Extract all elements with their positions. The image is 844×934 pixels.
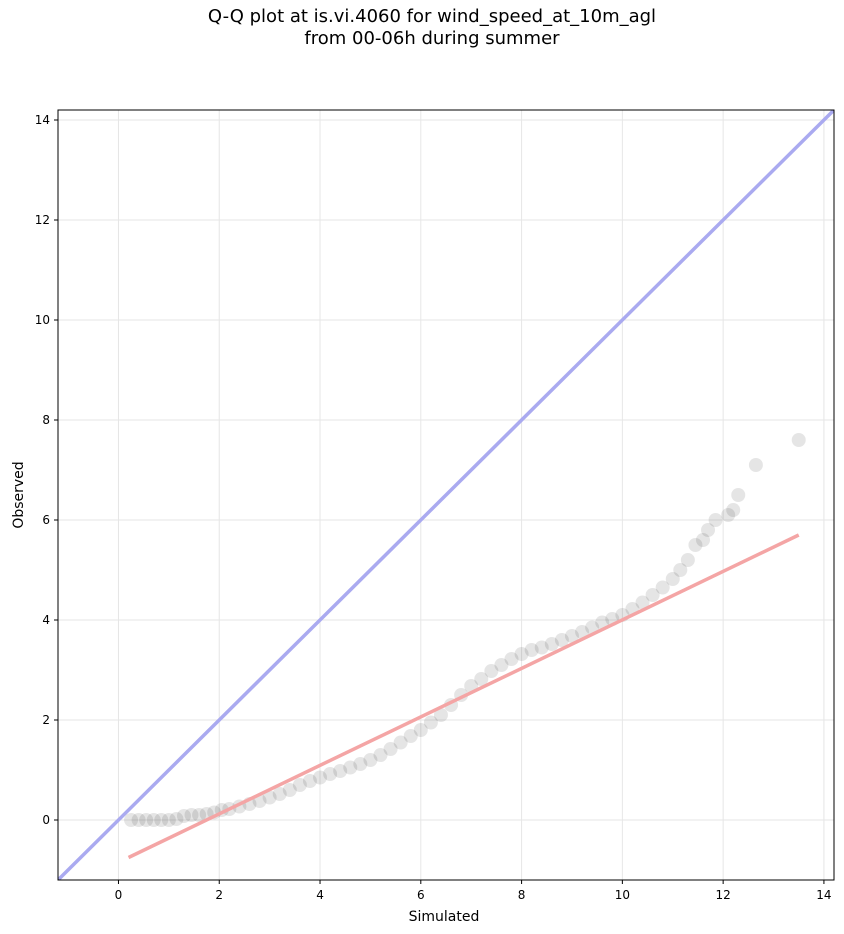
qq-point [534,640,549,655]
grid-lines [58,110,834,880]
qq-point [192,808,207,822]
identity-line [58,110,834,880]
x-tick-label: 12 [716,888,731,902]
qq-point [726,503,741,517]
qq-point [184,808,199,822]
qq-point [146,813,161,827]
y-tick-label: 2 [42,713,50,727]
qq-point [423,715,438,730]
qq-point [131,813,146,827]
qq-point [575,625,590,639]
axis-ticks: 0 2 4 6 8 10 12 14 0 2 4 6 8 10 12 14 [35,113,832,902]
qq-point [413,723,428,737]
x-tick-label: 6 [417,888,425,902]
qq-point [665,572,680,586]
qq-point [514,647,529,661]
chart-title-line-2: from 00-06h during summer [304,28,560,49]
qq-point [673,563,688,577]
qq-point [282,783,297,797]
qq-points [124,433,806,827]
y-tick-label: 14 [35,113,50,127]
qq-point [373,748,388,762]
qq-point [393,735,408,750]
qq-point [731,488,746,502]
qq-point [272,787,287,801]
y-tick-label: 10 [35,313,50,327]
qq-point [680,553,695,567]
y-axis-label: Observed [11,461,27,528]
qq-point [383,742,398,756]
qq-point [353,757,368,771]
qq-point [688,538,703,552]
qq-point [433,708,448,722]
qq-point [655,580,670,595]
reference-lines [58,110,834,880]
chart-title-line-1: Q-Q plot at is.vi.4060 for wind_speed_at… [207,6,657,27]
qq-point [262,790,277,805]
qq-point [124,813,139,827]
plot-frame [57,109,835,881]
qq-point [139,813,154,827]
qq-point [161,813,176,827]
x-axis-label: Simulated [409,909,480,925]
qq-point [695,533,710,547]
qq-point [343,760,358,775]
qq-point [494,658,509,672]
qq-point [701,523,716,537]
qq-point [154,813,169,827]
qq-point [403,729,418,743]
x-tick-label: 10 [615,888,630,902]
qq-point [323,767,338,781]
fit-line [127,533,800,860]
qq-point [645,588,660,602]
qq-point [524,643,539,657]
qq-point [169,812,184,826]
qq-point [313,770,328,785]
x-tick-label: 14 [816,888,831,902]
qq-point [474,672,489,686]
fit-lines [127,533,800,860]
qq-point [554,633,569,647]
qq-point [721,508,736,522]
y-tick-label: 12 [35,213,50,227]
x-tick-label: 0 [115,888,123,902]
qq-point [791,433,806,447]
x-tick-label: 8 [518,888,526,902]
qq-point [544,637,559,651]
qq-point [292,778,307,792]
y-tick-label: 8 [42,413,50,427]
x-tick-label: 4 [316,888,324,902]
qq-point [333,764,348,778]
x-tick-label: 2 [215,888,223,902]
qq-point [564,629,579,643]
chart-title: Q-Q plot at is.vi.4060 for wind_speed_at… [0,6,844,50]
qq-point [504,652,519,666]
qq-point [176,809,191,823]
qq-point [302,774,317,788]
qq-point [363,753,378,767]
qq-point [708,513,723,527]
y-tick-label: 0 [42,813,50,827]
y-tick-label: 6 [42,513,50,527]
y-tick-label: 4 [42,613,50,627]
qq-point [635,595,650,610]
qq-point [484,664,499,678]
qq-point [748,458,763,472]
